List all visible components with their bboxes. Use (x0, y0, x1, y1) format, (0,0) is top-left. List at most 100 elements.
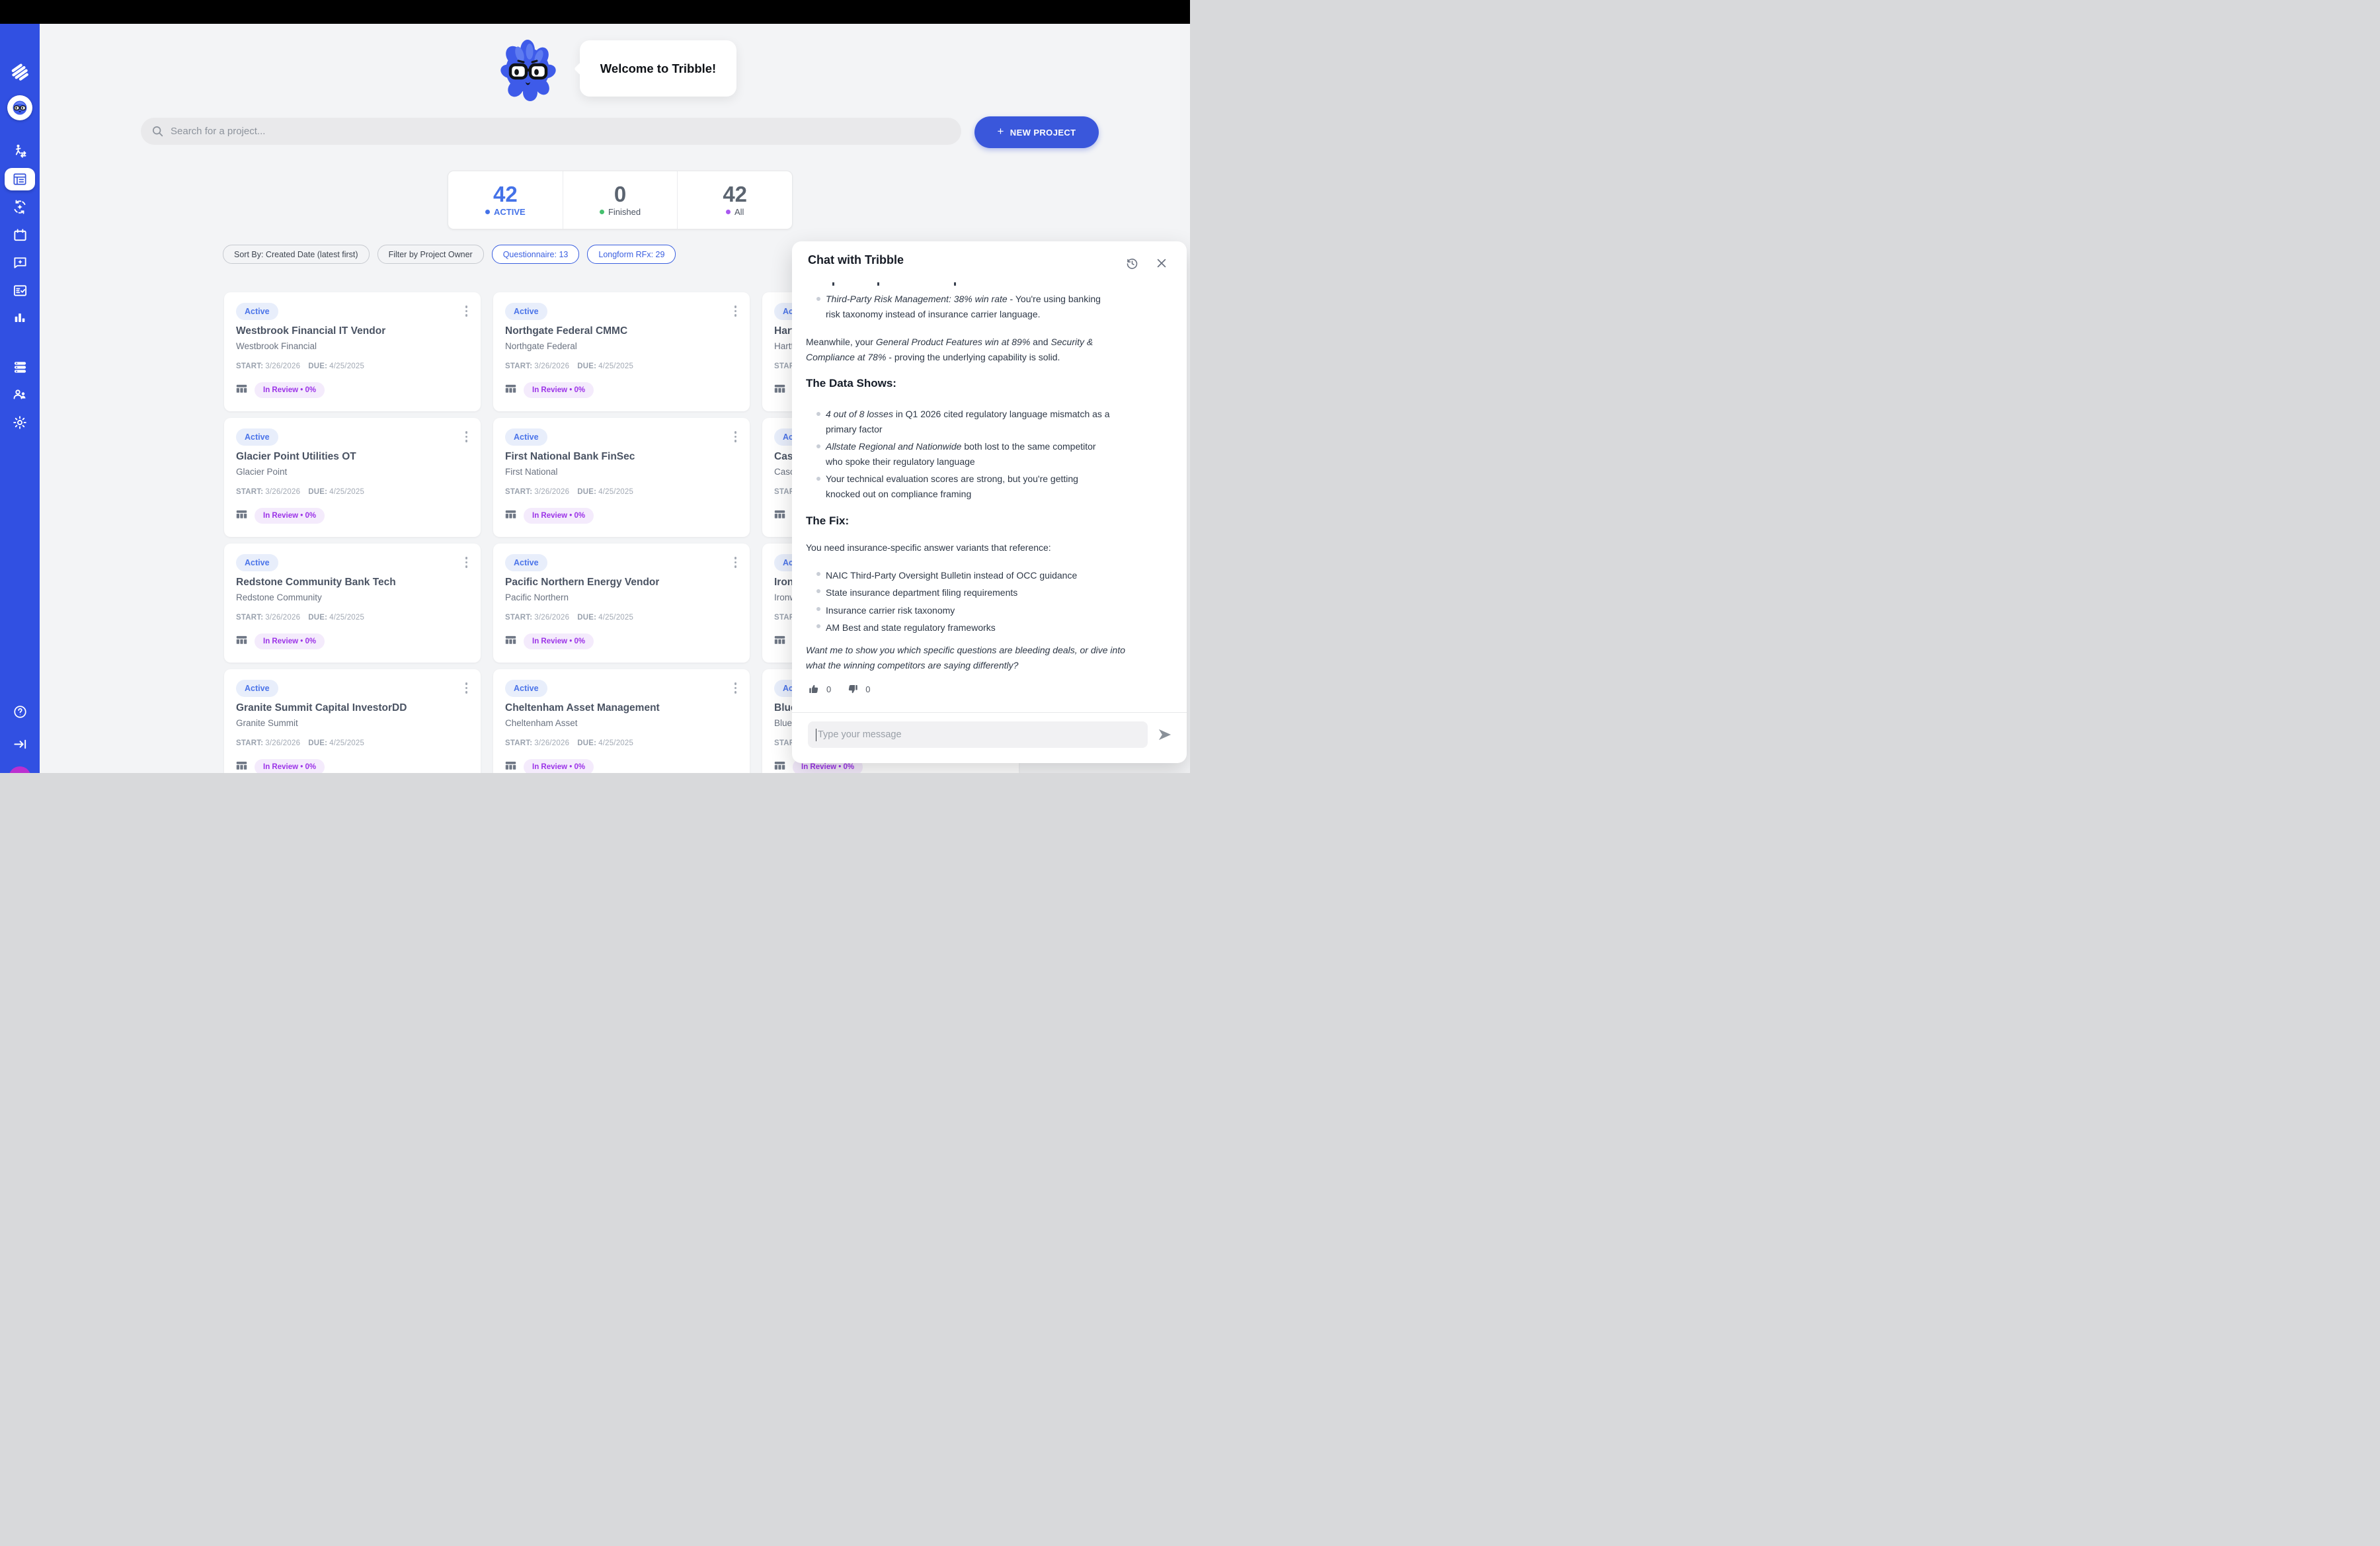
kebab-menu-icon[interactable] (463, 554, 471, 571)
questionnaire-chip[interactable]: Questionnaire: 13 (491, 245, 580, 264)
project-title: Cheltenham Asset Management (505, 702, 660, 713)
project-org: Redstone Community (236, 592, 322, 602)
sidebar-item-projects-active[interactable] (5, 168, 35, 190)
new-project-label: NEW PROJECT (1010, 127, 1076, 138)
status-badge: Active (236, 428, 278, 446)
welcome-bubble: Welcome to Tribble! (580, 40, 736, 97)
search-input[interactable]: Search for a project... (141, 118, 961, 145)
kebab-menu-icon[interactable] (732, 554, 740, 571)
search-placeholder: Search for a project... (171, 126, 266, 137)
project-title: Hart (774, 325, 795, 337)
stat-active-value: 42 (493, 182, 518, 206)
owner-filter-chip[interactable]: Filter by Project Owner (377, 245, 484, 264)
analytics-icon[interactable] (8, 306, 32, 330)
chat-history-icon[interactable] (1124, 255, 1140, 271)
all-dot (725, 210, 731, 214)
table-icon (774, 384, 785, 397)
user-avatar[interactable]: TK (9, 766, 31, 773)
project-title: Pacific Northern Energy Vendor (505, 577, 660, 588)
kebab-menu-icon[interactable] (463, 428, 471, 445)
logout-icon[interactable] (8, 732, 32, 756)
chat-title: Chat with Tribble (808, 253, 904, 266)
project-title: Blue (774, 702, 797, 713)
project-card[interactable]: Active Glacier Point Utilities OT Glacie… (224, 418, 481, 537)
table-icon (505, 635, 516, 649)
tribble-mascot (497, 37, 558, 105)
project-org: Pacific Northern (505, 592, 569, 602)
status-badge: Active (505, 680, 547, 697)
tribble-logo-icon[interactable] (8, 61, 32, 85)
project-stats-card: 42 ACTIVE 0 Finished 42 All (448, 171, 793, 229)
status-badge: Active (236, 554, 278, 571)
project-card[interactable]: Active Redstone Community Bank Tech Reds… (224, 544, 481, 663)
project-title: Redstone Community Bank Tech (236, 577, 396, 588)
review-status-badge: In Review • 0% (524, 633, 594, 649)
review-status-badge: In Review • 0% (524, 759, 594, 773)
team-icon[interactable] (8, 383, 32, 407)
project-org: Blueg (774, 718, 797, 728)
project-org: Ironw (774, 592, 797, 602)
filter-row: Sort By: Created Date (latest first) Fil… (223, 245, 676, 264)
chat-message-input[interactable]: Type your message (808, 721, 1148, 748)
table-icon (774, 509, 785, 523)
calendar-icon[interactable] (8, 223, 32, 247)
table-icon (236, 384, 247, 397)
send-message-icon[interactable] (1156, 726, 1174, 743)
fix-heading: The Fix: (806, 514, 850, 527)
sort-chip[interactable]: Sort By: Created Date (latest first) (223, 245, 370, 264)
project-org: Northgate Federal (505, 341, 577, 351)
project-org: Cheltenham Asset (505, 718, 578, 728)
kebab-menu-icon[interactable] (732, 680, 740, 696)
welcome-text: Welcome to Tribble! (600, 61, 717, 75)
ai-chat-icon[interactable] (8, 250, 32, 274)
help-icon[interactable] (8, 700, 32, 723)
review-status-badge: In Review • 0% (255, 508, 325, 524)
project-org: Westbrook Financial (236, 341, 317, 351)
review-tasks-icon[interactable] (8, 278, 32, 302)
project-card[interactable]: Active First National Bank FinSec First … (493, 418, 750, 537)
project-card[interactable]: Active Cheltenham Asset Management Chelt… (493, 669, 750, 773)
project-org: Casc (774, 467, 795, 477)
project-title: Granite Summit Capital InvestorDD (236, 702, 407, 713)
project-title: First National Bank FinSec (505, 451, 635, 462)
project-card[interactable]: Active Westbrook Financial IT Vendor Wes… (224, 292, 481, 411)
stat-active[interactable]: 42 ACTIVE (448, 171, 563, 229)
project-card[interactable]: Active Granite Summit Capital InvestorDD… (224, 669, 481, 773)
project-card[interactable]: Active Pacific Northern Energy Vendor Pa… (493, 544, 750, 663)
chat-close-icon[interactable] (1154, 255, 1170, 271)
status-badge: Active (505, 428, 547, 446)
project-org: Hartf (774, 341, 794, 351)
kebab-menu-icon[interactable] (732, 428, 740, 445)
kebab-menu-icon[interactable] (463, 303, 471, 319)
review-status-badge: In Review • 0% (255, 382, 325, 398)
content-library-icon[interactable] (8, 355, 32, 379)
table-icon (505, 384, 516, 397)
kebab-menu-icon[interactable] (732, 303, 740, 319)
stat-finished[interactable]: 0 Finished (562, 171, 678, 229)
project-card[interactable]: Active Northgate Federal CMMC Northgate … (493, 292, 750, 411)
mascot-avatar-icon[interactable] (7, 95, 32, 120)
longform-chip[interactable]: Longform RFx: 29 (587, 245, 676, 264)
system-top-bar (0, 0, 1190, 24)
review-status-badge: In Review • 0% (255, 633, 325, 649)
thumbs-down-icon[interactable] (847, 683, 859, 695)
kebab-menu-icon[interactable] (463, 680, 471, 696)
stat-all-label: All (734, 207, 744, 217)
new-project-button[interactable]: + NEW PROJECT (974, 116, 1099, 148)
status-badge: Active (505, 303, 547, 320)
stat-all[interactable]: 42 All (677, 171, 792, 229)
review-status-badge: In Review • 0% (524, 508, 594, 524)
project-org: First National (505, 467, 558, 477)
settings-gear-icon[interactable] (8, 411, 32, 434)
thumbs-up-icon[interactable] (808, 683, 820, 695)
project-org: Granite Summit (236, 718, 298, 728)
handoff-icon[interactable] (8, 140, 32, 163)
sync-icon[interactable] (8, 195, 32, 219)
